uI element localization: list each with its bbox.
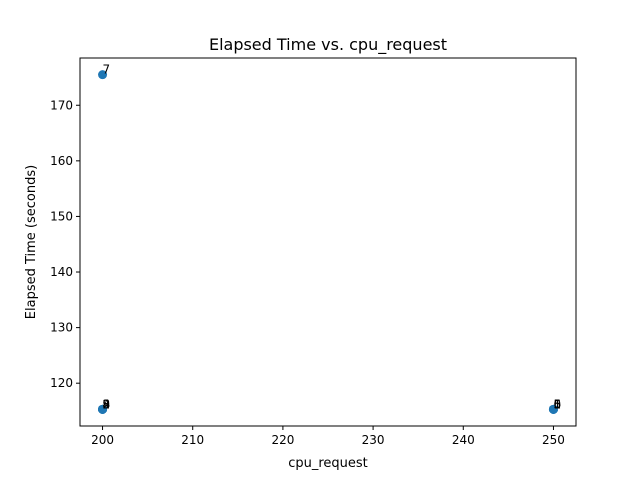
x-tick-label: 200 xyxy=(91,433,114,447)
x-tick-label: 230 xyxy=(362,433,385,447)
y-tick-label: 150 xyxy=(50,209,73,223)
y-tick-label: 160 xyxy=(50,154,73,168)
point-annotation: 2 xyxy=(103,397,111,411)
point-annotation: 5 xyxy=(553,397,561,411)
x-tick-label: 240 xyxy=(452,433,475,447)
points-layer xyxy=(98,70,558,414)
chart-title: Elapsed Time vs. cpu_request xyxy=(209,35,447,55)
point-annotation: 7 xyxy=(103,63,111,77)
x-tick-label: 220 xyxy=(271,433,294,447)
point-annotation: 0 xyxy=(553,397,561,411)
point-annotation: 6 xyxy=(553,397,561,411)
point-annotation: 3 xyxy=(103,397,111,411)
scatter-point xyxy=(98,70,108,80)
x-axis-label: cpu_request xyxy=(288,456,368,471)
point-annotation: 1 xyxy=(553,397,561,411)
y-tick-label: 170 xyxy=(50,98,73,112)
point-annotation: 8 xyxy=(103,397,111,411)
x-tick-label: 250 xyxy=(542,433,565,447)
point-annotation: 4 xyxy=(103,397,111,411)
y-tick-label: 140 xyxy=(50,265,73,279)
plot-frame xyxy=(79,57,577,427)
scatter-point xyxy=(98,404,108,414)
point-annotation: 9 xyxy=(103,397,111,411)
x-tick-label: 210 xyxy=(181,433,204,447)
scatter-point xyxy=(548,404,558,414)
y-tick-label: 130 xyxy=(50,321,73,335)
y-tick-label: 120 xyxy=(50,376,73,390)
y-axis-label: Elapsed Time (seconds) xyxy=(24,165,39,319)
